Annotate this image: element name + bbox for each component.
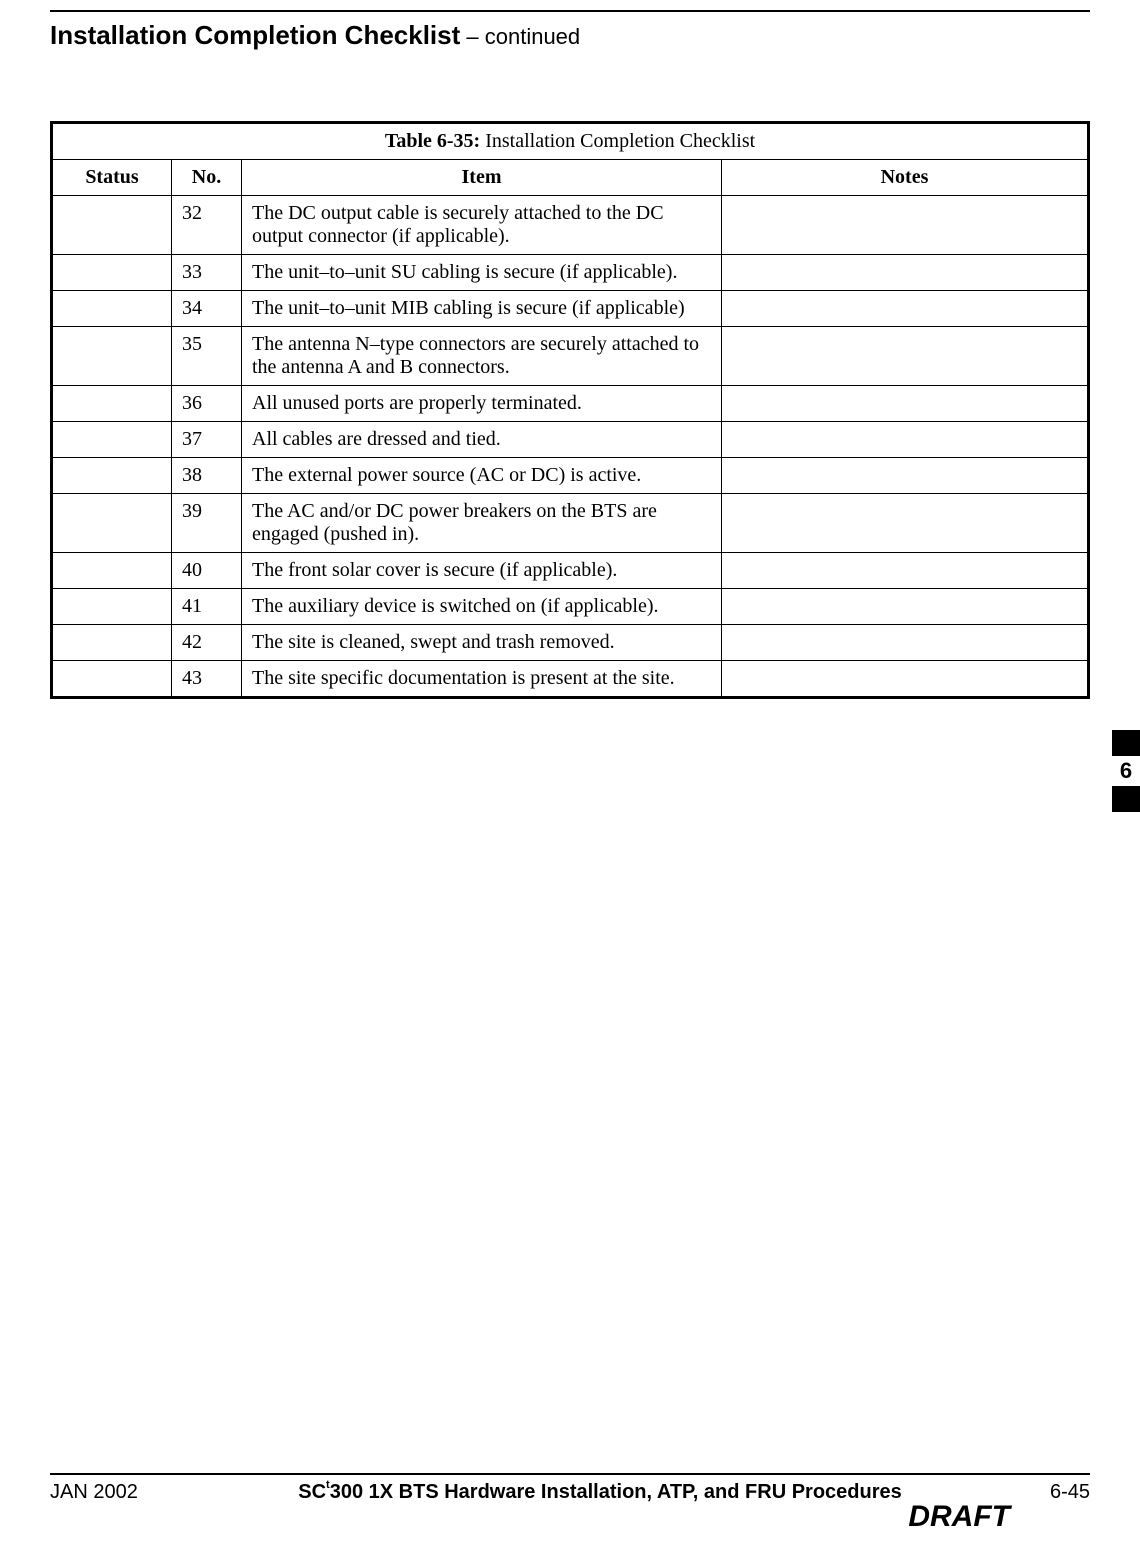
table-row: 35The antenna N–type connectors are secu… [52, 327, 1089, 386]
cell-item: All cables are dressed and tied. [242, 422, 722, 458]
cell-notes [722, 327, 1089, 386]
footer-title-prefix: SC [298, 1481, 326, 1503]
title-main: Installation Completion Checklist [50, 20, 460, 50]
cell-status [52, 494, 172, 553]
checklist-table: Table 6-35: Installation Completion Chec… [50, 121, 1090, 699]
cell-notes [722, 291, 1089, 327]
cell-item: The auxiliary device is switched on (if … [242, 589, 722, 625]
cell-status [52, 196, 172, 255]
cell-notes [722, 494, 1089, 553]
cell-no: 36 [172, 386, 242, 422]
cell-notes [722, 625, 1089, 661]
cell-item: The antenna N–type connectors are secure… [242, 327, 722, 386]
cell-status [52, 386, 172, 422]
footer-doc-title: SCt300 1X BTS Hardware Installation, ATP… [190, 1481, 1010, 1504]
cell-status [52, 589, 172, 625]
cell-notes [722, 255, 1089, 291]
title-continued: – continued [460, 24, 580, 49]
table-row: 32The DC output cable is securely attach… [52, 196, 1089, 255]
cell-no: 39 [172, 494, 242, 553]
cell-status [52, 327, 172, 386]
col-header-notes: Notes [722, 160, 1089, 196]
cell-item: The external power source (AC or DC) is … [242, 458, 722, 494]
cell-item: The site is cleaned, swept and trash rem… [242, 625, 722, 661]
table-row: 39The AC and/or DC power breakers on the… [52, 494, 1089, 553]
cell-no: 32 [172, 196, 242, 255]
cell-no: 37 [172, 422, 242, 458]
cell-notes [722, 553, 1089, 589]
col-header-item: Item [242, 160, 722, 196]
table-header-row: Status No. Item Notes [52, 160, 1089, 196]
cell-no: 41 [172, 589, 242, 625]
page-title: Installation Completion Checklist – cont… [50, 20, 1090, 51]
cell-item: All unused ports are properly terminated… [242, 386, 722, 422]
footer-draft: DRAFT [50, 1500, 1090, 1534]
cell-notes [722, 196, 1089, 255]
table-row: 34The unit–to–unit MIB cabling is secure… [52, 291, 1089, 327]
cell-notes [722, 386, 1089, 422]
cell-item: The front solar cover is secure (if appl… [242, 553, 722, 589]
cell-status [52, 661, 172, 698]
cell-notes [722, 422, 1089, 458]
cell-status [52, 625, 172, 661]
table-row: 43The site specific documentation is pre… [52, 661, 1089, 698]
cell-notes [722, 458, 1089, 494]
cell-item: The AC and/or DC power breakers on the B… [242, 494, 722, 553]
table-row: 42The site is cleaned, swept and trash r… [52, 625, 1089, 661]
table-row: 33The unit–to–unit SU cabling is secure … [52, 255, 1089, 291]
footer-date: JAN 2002 [50, 1481, 190, 1504]
cell-item: The unit–to–unit SU cabling is secure (i… [242, 255, 722, 291]
table-row: 37All cables are dressed and tied. [52, 422, 1089, 458]
cell-notes [722, 661, 1089, 698]
footer-page-number: 6-45 [1010, 1481, 1090, 1504]
table-row: 38The external power source (AC or DC) i… [52, 458, 1089, 494]
table-caption: Table 6-35: Installation Completion Chec… [52, 123, 1089, 160]
chapter-side-tab: 6 [1112, 730, 1140, 812]
footer-title-tm: t [326, 1479, 330, 1491]
cell-status [52, 422, 172, 458]
cell-status [52, 553, 172, 589]
footer-title-rest: 300 1X BTS Hardware Installation, ATP, a… [330, 1481, 902, 1503]
table-caption-label: Table 6-35: [385, 130, 480, 152]
cell-no: 33 [172, 255, 242, 291]
table-row: 40The front solar cover is secure (if ap… [52, 553, 1089, 589]
cell-status [52, 291, 172, 327]
side-tab-block-top [1112, 730, 1140, 756]
cell-no: 43 [172, 661, 242, 698]
cell-no: 35 [172, 327, 242, 386]
col-header-status: Status [52, 160, 172, 196]
cell-item: The DC output cable is securely attached… [242, 196, 722, 255]
col-header-no: No. [172, 160, 242, 196]
table-row: 41The auxiliary device is switched on (i… [52, 589, 1089, 625]
cell-status [52, 255, 172, 291]
table-caption-text: Installation Completion Checklist [480, 130, 755, 152]
cell-no: 40 [172, 553, 242, 589]
cell-status [52, 458, 172, 494]
table-row: 36All unused ports are properly terminat… [52, 386, 1089, 422]
side-tab-block-bottom [1112, 786, 1140, 812]
cell-notes [722, 589, 1089, 625]
cell-item: The unit–to–unit MIB cabling is secure (… [242, 291, 722, 327]
cell-no: 38 [172, 458, 242, 494]
side-tab-number: 6 [1112, 756, 1140, 786]
cell-no: 42 [172, 625, 242, 661]
cell-item: The site specific documentation is prese… [242, 661, 722, 698]
page-footer: JAN 2002 SCt300 1X BTS Hardware Installa… [50, 1473, 1090, 1534]
cell-no: 34 [172, 291, 242, 327]
